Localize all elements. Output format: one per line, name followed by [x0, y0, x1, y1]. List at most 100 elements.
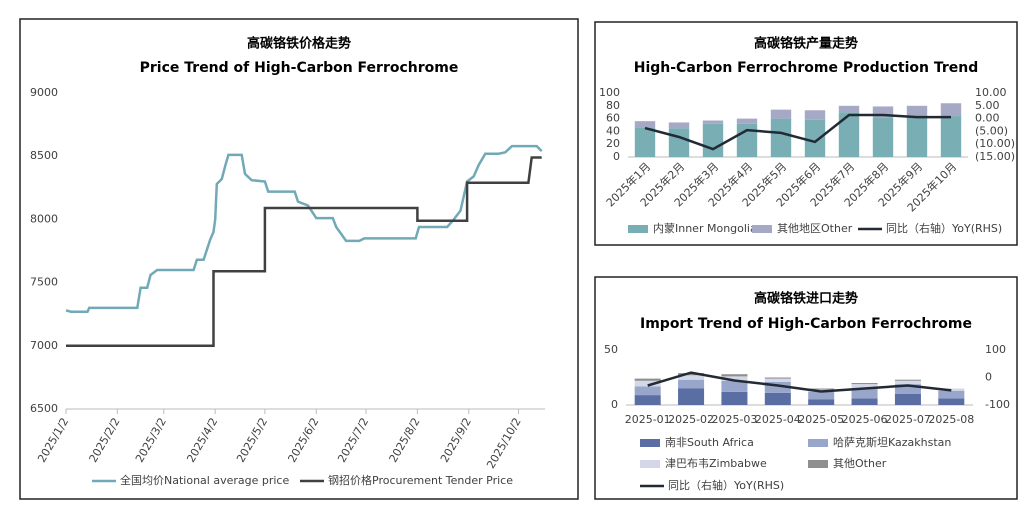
bar [804, 110, 826, 120]
bar [906, 105, 928, 118]
legend-label: 哈萨克斯坦Kazakhstan [833, 435, 951, 449]
chart-subtitle: Price Trend of High-Carbon Ferrochrome [140, 60, 459, 76]
y-tick-label: 80 [606, 99, 620, 112]
bar [808, 388, 835, 390]
bar [940, 103, 962, 117]
bar [764, 378, 791, 382]
legend-label: 同比（右轴）YoY(RHS) [886, 221, 1002, 235]
bar [702, 123, 724, 157]
bar [938, 398, 965, 405]
bar [851, 388, 878, 399]
y-tick-label: 0 [611, 398, 618, 411]
y-tick-label: 50 [604, 343, 618, 356]
chart-title: 高碳铬铁产量走势 [754, 36, 858, 52]
bar [838, 105, 860, 113]
bar [938, 390, 965, 399]
y-tick-label: 7500 [30, 276, 58, 289]
bar [721, 380, 748, 392]
y-tick-label: 8500 [30, 149, 58, 162]
y-tick-label: 6500 [30, 402, 58, 415]
bar [838, 112, 860, 157]
bar [764, 392, 791, 405]
legend-label: 钢招价格Procurement Tender Price [328, 473, 513, 487]
bar [851, 398, 878, 405]
y-tick-label: 8000 [30, 212, 58, 225]
x-tick-label: 2025-04 [755, 413, 801, 426]
legend-label: 同比（右轴）YoY(RHS) [668, 478, 784, 492]
bar [678, 375, 705, 380]
y-tick-label: 60 [606, 112, 620, 125]
series-line [647, 371, 952, 393]
y2-tick-label: 100 [985, 343, 1006, 356]
series-line [65, 144, 543, 313]
bar [634, 127, 656, 157]
bar [851, 383, 878, 385]
bar [940, 116, 962, 157]
legend-label: 内蒙Inner Mongolia [653, 221, 757, 235]
bar [668, 122, 690, 129]
bar [634, 121, 656, 128]
x-tick-label: 2025-02 [668, 413, 714, 426]
bar [872, 106, 894, 118]
y-tick-label: 0 [613, 150, 620, 163]
bar [770, 109, 792, 119]
bar [894, 379, 921, 381]
legend-swatch [628, 225, 648, 233]
bar [702, 120, 724, 124]
legend-label: 全国均价National average price [120, 473, 289, 487]
chart-subtitle: High-Carbon Ferrochrome Production Trend [634, 60, 979, 76]
bar [906, 117, 928, 157]
bar [804, 119, 826, 157]
bar [736, 118, 758, 124]
bar [721, 376, 748, 381]
bar [634, 378, 661, 381]
legend-label: 津巴布韦Zimbabwe [665, 457, 767, 470]
y2-tick-label: (15.00) [975, 150, 1015, 163]
legend-swatch [640, 460, 660, 468]
bar [634, 395, 661, 405]
chart-subtitle: Import Trend of High-Carbon Ferrochrome [640, 316, 972, 332]
bar [678, 379, 705, 389]
y2-tick-label: 10.00 [975, 86, 1007, 99]
y2-tick-label: 5.00 [975, 99, 1000, 112]
panel [19, 18, 579, 500]
legend-label: 其他地区Other [777, 222, 853, 235]
bar [894, 380, 921, 385]
bar [764, 377, 791, 379]
bar [634, 380, 661, 387]
legend-swatch [808, 460, 828, 468]
legend-label: 其他Other [833, 457, 887, 470]
bar [678, 373, 705, 376]
bar [894, 394, 921, 405]
y-tick-label: 9000 [30, 86, 58, 99]
bar [668, 128, 690, 157]
legend-label: 南非South Africa [665, 436, 754, 449]
series-line [644, 113, 951, 151]
x-tick-label: 2025-07 [885, 413, 931, 426]
chart-title: 高碳铬铁价格走势 [247, 36, 351, 52]
bar [770, 118, 792, 157]
x-tick-label: 2025-01 [625, 413, 671, 426]
legend-swatch [640, 439, 660, 447]
x-tick-label: 2025-03 [711, 413, 757, 426]
chart-title: 高碳铬铁进口走势 [754, 291, 858, 307]
y-tick-label: 40 [606, 124, 620, 137]
y2-tick-label: 0.00 [975, 112, 1000, 125]
series-line [66, 156, 542, 348]
bar [721, 391, 748, 405]
y2-tick-label: 0 [985, 371, 992, 384]
bar [851, 384, 878, 389]
bar [808, 399, 835, 405]
legend-swatch [808, 439, 828, 447]
bar [808, 391, 835, 400]
y2-tick-label: (10.00) [975, 137, 1015, 150]
y-tick-label: 100 [599, 86, 620, 99]
y-tick-label: 20 [606, 137, 620, 150]
bar [894, 384, 921, 394]
bar [764, 381, 791, 393]
bar [721, 374, 748, 377]
x-tick-label: 2025-05 [798, 413, 844, 426]
y2-tick-label: (5.00) [975, 124, 1008, 137]
bar [736, 123, 758, 157]
